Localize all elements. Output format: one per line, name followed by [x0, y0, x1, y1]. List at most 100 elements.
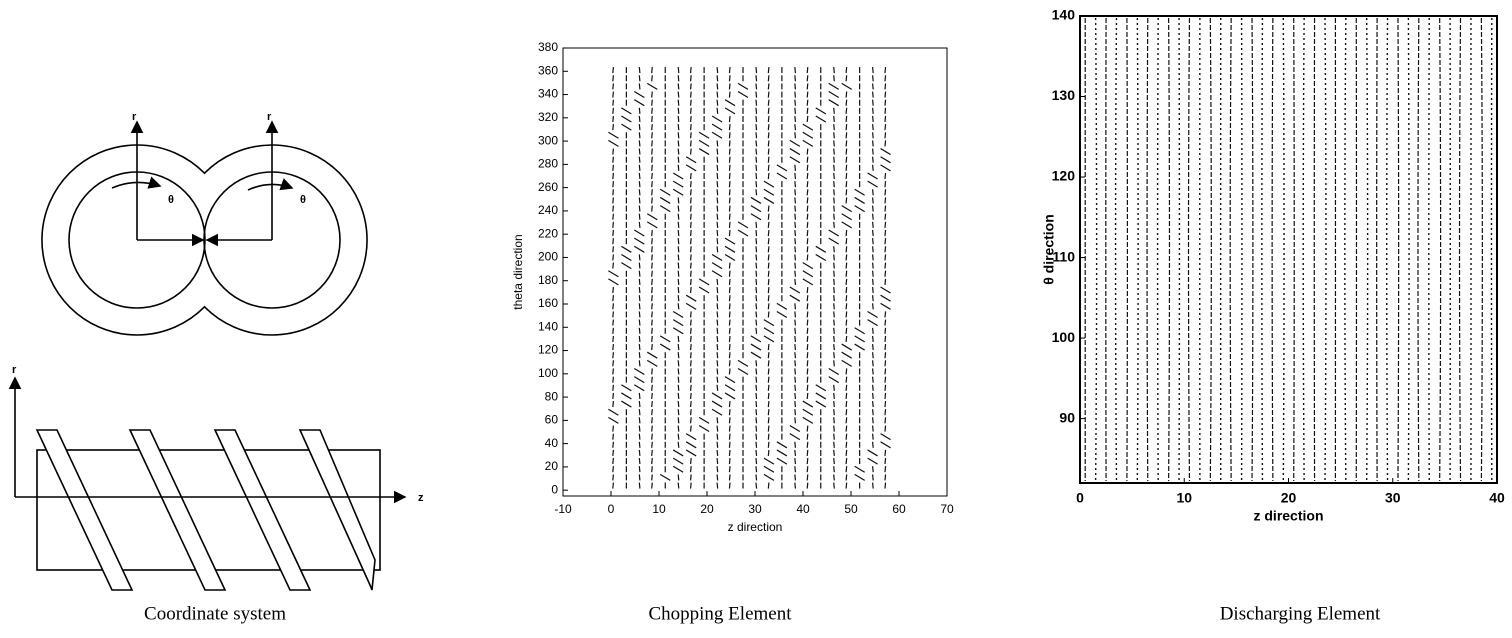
- vector: [767, 213, 770, 220]
- vector: [755, 91, 758, 98]
- vector: [716, 433, 719, 440]
- vector: [621, 262, 632, 270]
- vector: [845, 99, 848, 106]
- y-tick-label: 120: [538, 343, 558, 357]
- vector: [677, 368, 680, 375]
- vector: [651, 368, 653, 375]
- vector: [651, 132, 653, 139]
- vector: [794, 83, 797, 90]
- vector: [698, 139, 710, 147]
- vector: [716, 352, 719, 359]
- vector: [716, 164, 719, 171]
- vector: [789, 148, 801, 156]
- vector: [884, 172, 887, 180]
- vector: [716, 311, 719, 318]
- vector: [833, 433, 835, 440]
- vector: [767, 238, 770, 245]
- vector: [755, 319, 758, 326]
- vector: [677, 229, 680, 237]
- vector: [689, 181, 692, 188]
- vector: [737, 359, 749, 367]
- vector: [872, 270, 874, 277]
- caption: Coordinate system: [144, 603, 286, 624]
- vector: [689, 392, 692, 399]
- vector: [872, 360, 874, 367]
- vector-field: [1084, 17, 1493, 482]
- vector: [833, 205, 835, 212]
- caption: Chopping Element: [648, 603, 792, 624]
- vector: [841, 359, 852, 367]
- vector: [716, 286, 719, 294]
- vector: [755, 449, 758, 457]
- vector: [872, 327, 874, 334]
- vector: [677, 482, 680, 489]
- y-tick-label: 130: [1052, 87, 1076, 103]
- vector: [755, 482, 758, 489]
- y-tick-label: 280: [538, 157, 558, 171]
- vector: [612, 107, 614, 114]
- vector: [872, 75, 874, 82]
- vector: [794, 458, 797, 465]
- vector: [794, 221, 797, 228]
- vector: [845, 376, 848, 383]
- vector: [728, 164, 731, 171]
- vector: [638, 278, 641, 285]
- vector: [612, 181, 614, 188]
- vector: [711, 253, 723, 261]
- vector: [845, 229, 848, 237]
- vector-column: [1407, 17, 1410, 482]
- y-tick-label: 100: [538, 366, 558, 380]
- vector: [612, 482, 614, 489]
- vector: [815, 400, 827, 408]
- x-axis-label: z direction: [1253, 508, 1323, 524]
- vector: [689, 213, 692, 220]
- vector: [789, 433, 801, 441]
- vector: [767, 164, 770, 171]
- vector: [833, 115, 835, 123]
- vector: [677, 270, 680, 277]
- vector: [845, 368, 848, 375]
- vector: [677, 474, 680, 481]
- vector: [872, 246, 874, 253]
- vector: [763, 335, 775, 343]
- vector: [845, 482, 848, 489]
- vector: [716, 75, 719, 82]
- vector: [689, 172, 692, 180]
- vector: [884, 132, 887, 139]
- vector: [845, 197, 848, 204]
- vector: [767, 148, 770, 155]
- vector: [806, 83, 809, 90]
- vector: [716, 384, 719, 391]
- vector: [806, 425, 809, 432]
- vector: [767, 449, 770, 457]
- vector: [884, 352, 887, 359]
- vector: [716, 221, 719, 228]
- vector: [755, 417, 758, 424]
- vector: [789, 156, 801, 164]
- y-tick-label: 90: [1059, 409, 1075, 425]
- vector: [872, 189, 874, 196]
- vector: [689, 458, 692, 465]
- vector: [755, 311, 758, 318]
- vector: [677, 401, 680, 408]
- vector: [728, 189, 731, 196]
- vector-column: [1271, 17, 1274, 482]
- vector: [716, 67, 719, 74]
- vector: [755, 221, 758, 228]
- vector: [872, 392, 874, 399]
- vector: [884, 474, 887, 481]
- vector: [845, 164, 848, 171]
- vector: [651, 409, 653, 416]
- vector: [728, 474, 731, 481]
- vector: [651, 254, 653, 261]
- vector: [872, 67, 874, 74]
- vector: [728, 303, 731, 310]
- vector: [651, 303, 653, 310]
- vector: [638, 67, 641, 74]
- vector: [806, 156, 809, 163]
- vector: [638, 107, 641, 114]
- vector: [651, 401, 653, 408]
- x-tick-label: -10: [554, 502, 572, 516]
- vector: [755, 132, 758, 139]
- vector: [716, 213, 719, 220]
